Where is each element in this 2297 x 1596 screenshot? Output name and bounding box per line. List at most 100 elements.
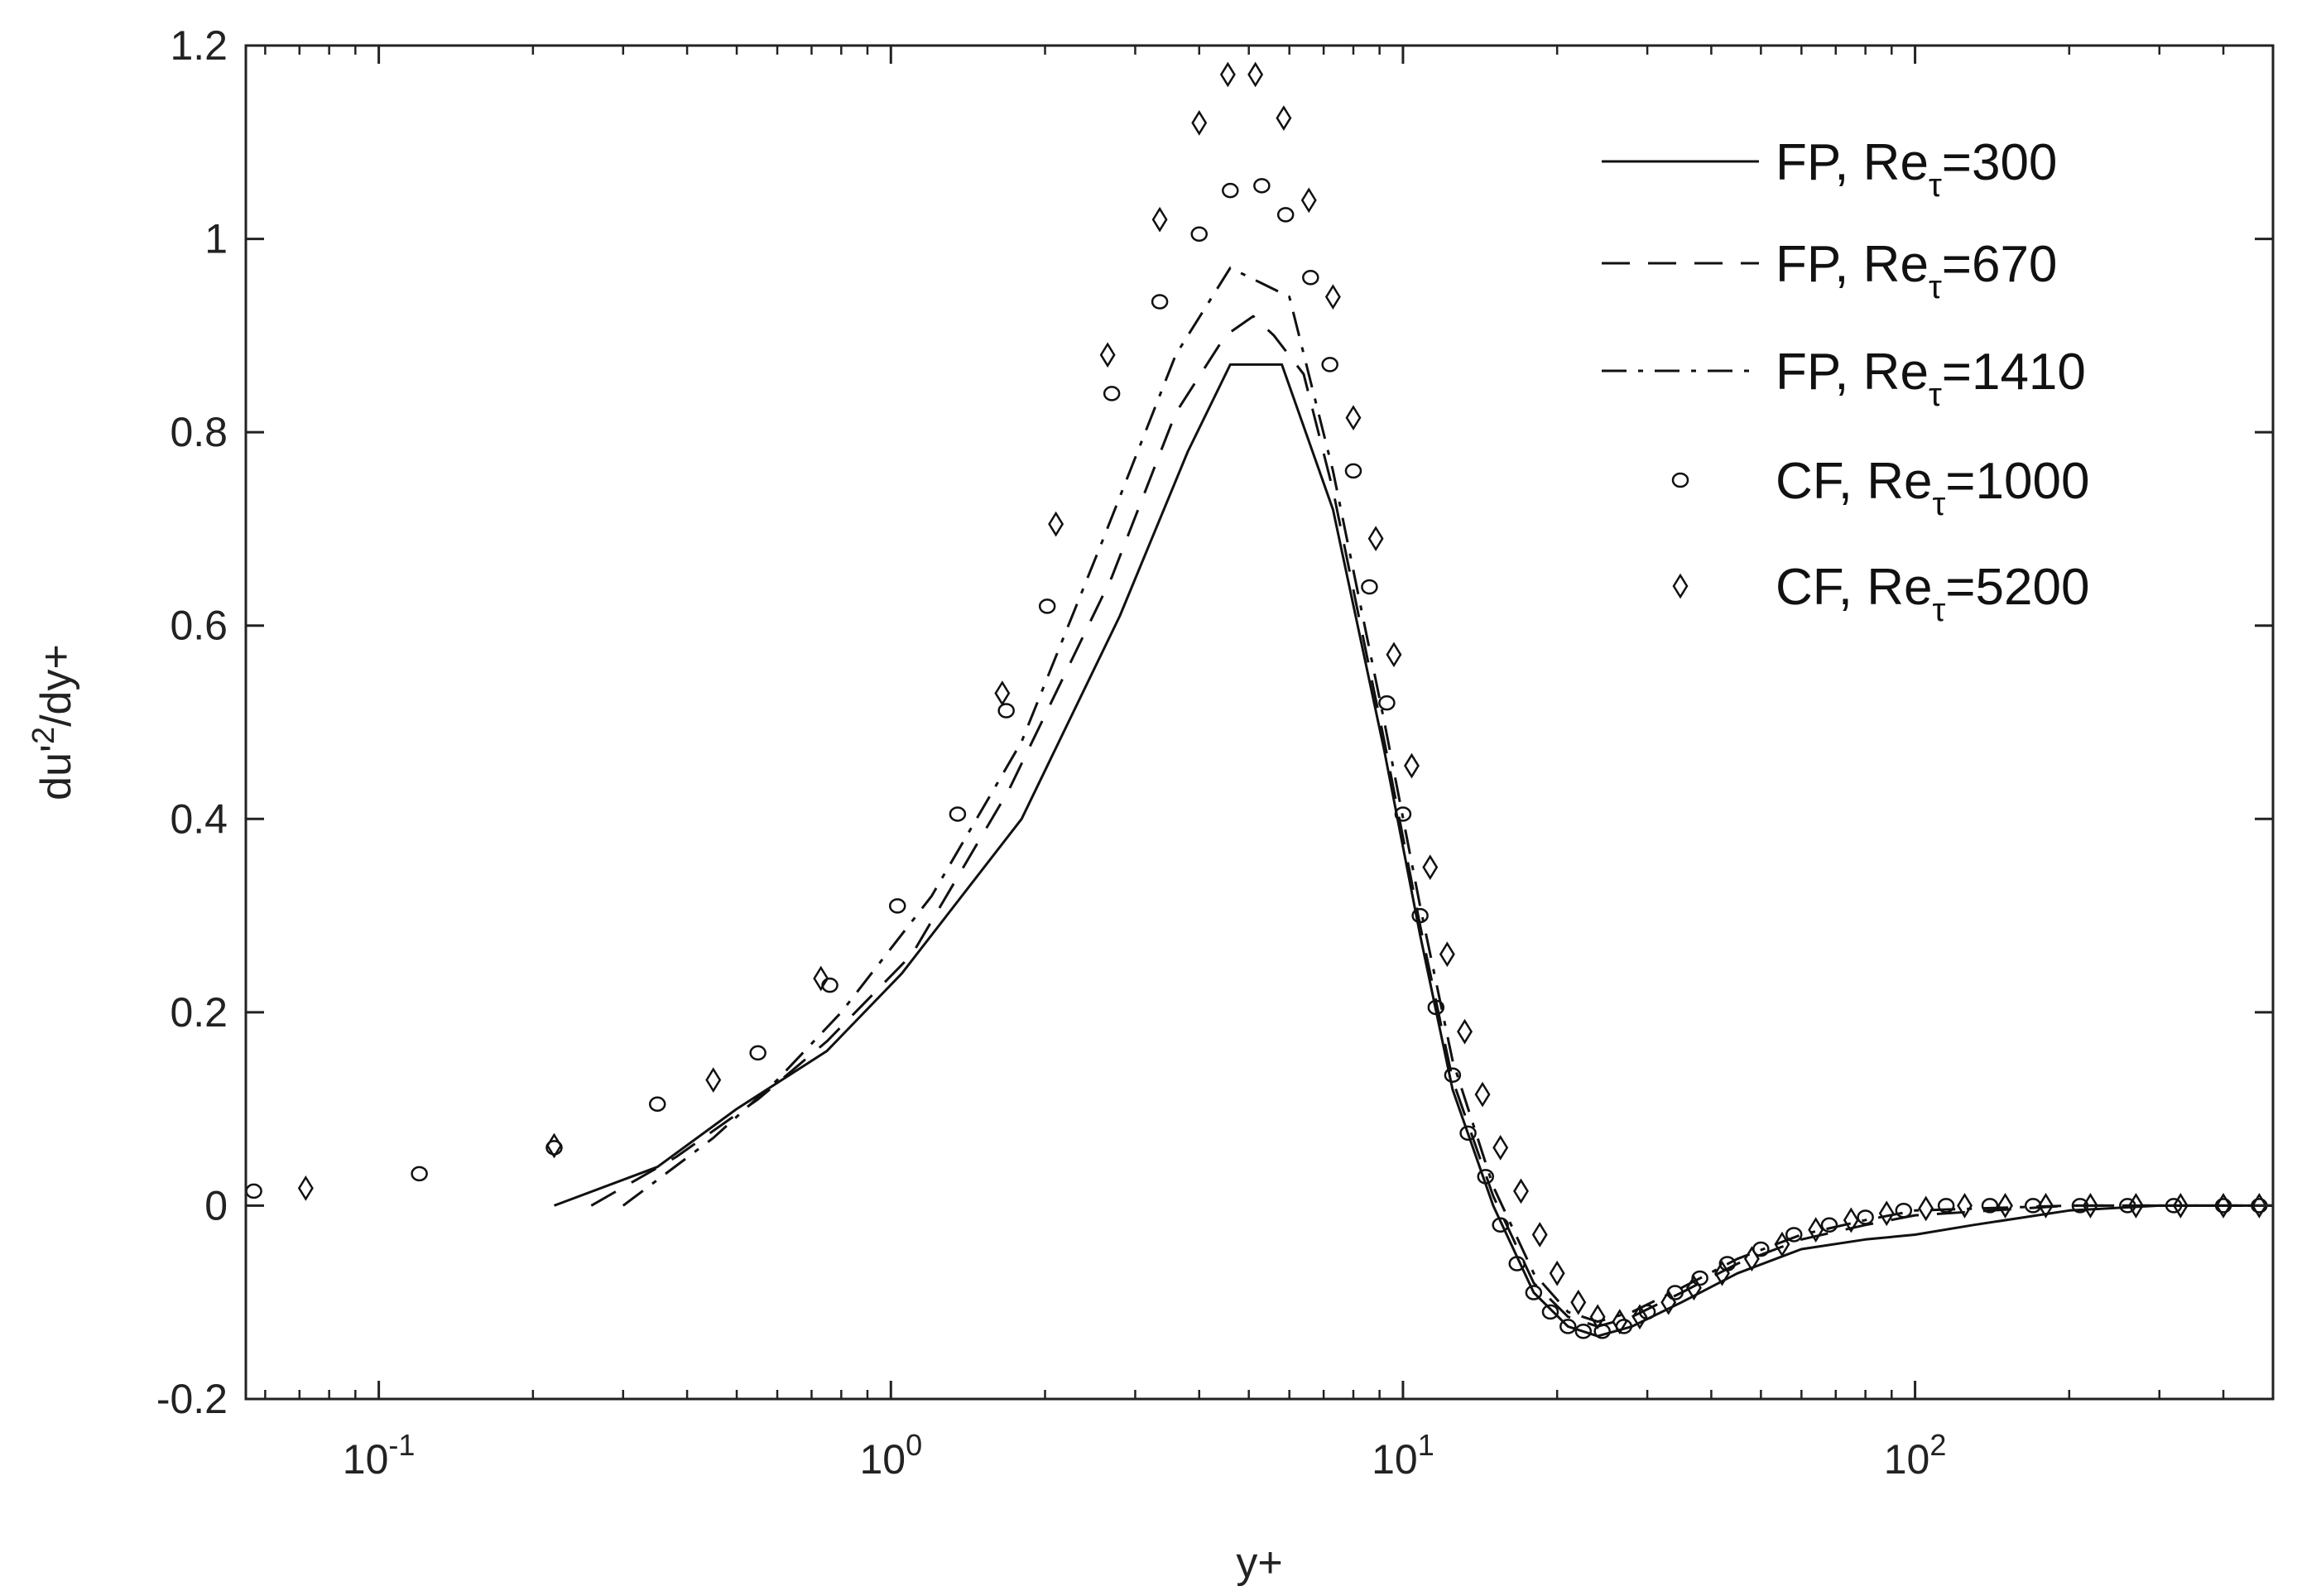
data-point-diamond xyxy=(1774,1231,1790,1257)
legend-label: CF, Reτ=5200 xyxy=(1776,559,2089,628)
legend-item: FP, Reτ=670 xyxy=(1602,236,2057,305)
data-point-diamond xyxy=(1957,1193,1973,1219)
legend-item: CF, Reτ=1000 xyxy=(1671,453,2089,522)
y-tick-label: 0.2 xyxy=(170,989,228,1036)
series-3 xyxy=(622,267,2273,1324)
y-tick-label: 0.6 xyxy=(170,603,228,649)
data-point-diamond xyxy=(1685,1275,1702,1301)
series-5 xyxy=(297,61,2267,1334)
data-point-circle xyxy=(1151,294,1169,310)
data-point-circle xyxy=(749,1045,766,1061)
data-point-diamond xyxy=(2172,1193,2189,1219)
data-point-circle xyxy=(888,898,906,914)
data-point-diamond xyxy=(994,680,1011,706)
data-point-circle xyxy=(1411,907,1429,924)
data-point-circle xyxy=(1508,1256,1526,1272)
data-point-diamond xyxy=(1808,1217,1824,1243)
data-point-diamond xyxy=(2038,1193,2054,1219)
legend-label: FP, Reτ=670 xyxy=(1776,236,2057,305)
data-point-circle xyxy=(1574,1324,1593,1339)
data-point-circle xyxy=(1638,1304,1656,1320)
x-tick-label: 102 xyxy=(1884,1428,1947,1483)
data-point-diamond xyxy=(705,1067,722,1093)
data-point-diamond xyxy=(545,1132,562,1159)
data-point-diamond xyxy=(1570,1289,1587,1315)
data-point-circle xyxy=(1444,1067,1462,1084)
data-point-circle xyxy=(997,703,1015,719)
data-point-circle xyxy=(1459,1125,1477,1142)
data-point-diamond xyxy=(1386,642,1402,668)
data-point-circle xyxy=(2024,1198,2042,1214)
data-point-circle xyxy=(1222,182,1239,199)
data-point-diamond xyxy=(1403,752,1420,779)
y-axis-label: du'2/dy+ xyxy=(26,644,80,800)
data-point-circle xyxy=(545,1140,563,1156)
data-point-circle xyxy=(1253,178,1271,194)
data-point-circle xyxy=(1593,1324,1611,1339)
plot-frame xyxy=(244,44,2275,1401)
data-point-circle xyxy=(1302,270,1319,286)
data-point-diamond xyxy=(1531,1222,1548,1247)
x-axis-label: y+ xyxy=(1236,1539,1282,1587)
data-point-diamond xyxy=(1048,511,1064,537)
legend-label: FP, Reτ=1410 xyxy=(1776,344,2086,413)
series-line xyxy=(622,267,2273,1324)
data-point-circle xyxy=(1820,1217,1838,1233)
data-point-diamond xyxy=(1997,1193,2013,1219)
data-point-diamond xyxy=(1672,573,1689,599)
data-point-diamond xyxy=(2251,1193,2267,1219)
data-point-circle xyxy=(1321,357,1338,373)
data-point-diamond xyxy=(1367,526,1384,551)
data-point-diamond xyxy=(1300,187,1317,214)
x-tick-label: 100 xyxy=(859,1428,922,1483)
legend-item: FP, Reτ=300 xyxy=(1602,134,2057,204)
legend-item: FP, Reτ=1410 xyxy=(1602,344,2086,413)
data-point-diamond xyxy=(1422,854,1439,881)
data-point-diamond xyxy=(1276,105,1292,131)
data-point-circle xyxy=(1103,386,1121,401)
data-point-circle xyxy=(2165,1198,2183,1214)
legend: FP, Reτ=300 FP, Reτ=670 FP, Reτ=1410 CF, Re… xyxy=(1602,134,2089,628)
data-point-circle xyxy=(949,806,967,822)
data-point-circle xyxy=(1541,1304,1559,1320)
data-point-circle xyxy=(1857,1209,1874,1225)
series-line xyxy=(553,363,2273,1338)
tick-layer: -0.2 0 0.2 0.4 0.6 0.8 1 1.2 10-1 100 101 102 xyxy=(156,22,2275,1483)
data-point-diamond xyxy=(1457,1018,1473,1045)
data-point-diamond xyxy=(1345,405,1362,431)
data-point-diamond xyxy=(1660,1289,1677,1315)
data-point-circle xyxy=(1895,1203,1913,1219)
data-point-diamond xyxy=(813,965,829,992)
data-point-circle xyxy=(1276,207,1295,223)
x-tick-label: 101 xyxy=(1372,1428,1434,1483)
data-point-diamond xyxy=(1099,342,1116,368)
data-point-diamond xyxy=(2127,1193,2144,1219)
data-point-circle xyxy=(1361,579,1378,595)
data-point-circle xyxy=(648,1096,666,1113)
data-point-circle xyxy=(1378,695,1396,711)
data-point-circle xyxy=(1477,1169,1495,1185)
y-tick-label: 1.2 xyxy=(170,22,228,69)
data-point-circle xyxy=(1785,1227,1803,1243)
data-point-circle xyxy=(1937,1198,1955,1214)
data-point-circle xyxy=(1427,999,1445,1016)
data-point-circle xyxy=(1559,1319,1577,1334)
data-point-diamond xyxy=(1474,1081,1491,1108)
data-point-circle xyxy=(1038,598,1056,614)
data-point-diamond xyxy=(1589,1304,1606,1330)
data-point-diamond xyxy=(1878,1200,1895,1227)
data-point-diamond xyxy=(1439,941,1455,968)
data-point-diamond xyxy=(1513,1178,1529,1204)
data-point-diamond xyxy=(1612,1309,1628,1334)
y-tick-label: 0.4 xyxy=(170,796,228,842)
y-tick-label: 1 xyxy=(204,216,228,262)
series-layer xyxy=(245,61,2273,1339)
data-point-diamond xyxy=(1151,206,1168,233)
x-tick-label: 10-1 xyxy=(343,1428,416,1483)
data-point-diamond xyxy=(1743,1246,1760,1272)
data-point-diamond xyxy=(1191,110,1208,136)
y-tick-label: 0.8 xyxy=(170,409,228,455)
data-point-diamond xyxy=(2215,1193,2232,1219)
data-point-circle xyxy=(1492,1217,1509,1233)
